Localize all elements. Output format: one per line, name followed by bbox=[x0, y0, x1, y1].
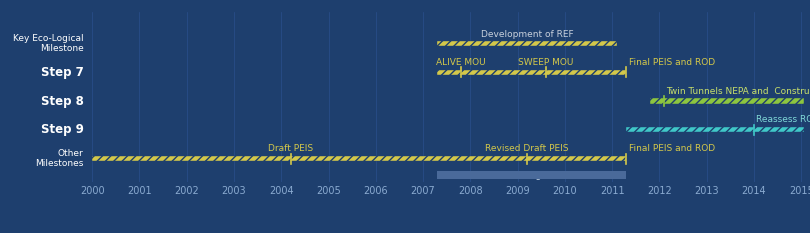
FancyBboxPatch shape bbox=[437, 171, 626, 179]
Text: Final PEIS and ROD: Final PEIS and ROD bbox=[629, 58, 714, 67]
Bar bbox=[650, 98, 804, 104]
Bar bbox=[92, 156, 626, 161]
Text: FHWA Eco-Logical Grant: FHWA Eco-Logical Grant bbox=[477, 171, 586, 180]
Bar bbox=[437, 70, 626, 75]
Text: Development of REF: Development of REF bbox=[480, 30, 573, 39]
Text: Step 7: Step 7 bbox=[40, 66, 83, 79]
Text: Step 8: Step 8 bbox=[40, 95, 83, 107]
Text: Other
Milestones: Other Milestones bbox=[36, 149, 83, 168]
Text: Step 9: Step 9 bbox=[40, 123, 83, 136]
Text: Revised Draft PEIS: Revised Draft PEIS bbox=[485, 144, 569, 153]
Text: Twin Tunnels NEPA and  Construction: Twin Tunnels NEPA and Construction bbox=[667, 86, 810, 96]
Text: SWEEP MOU: SWEEP MOU bbox=[518, 58, 573, 67]
Bar bbox=[437, 41, 617, 46]
Text: Draft PEIS: Draft PEIS bbox=[268, 144, 313, 153]
Bar bbox=[626, 127, 804, 132]
Text: Reassess ROD: Reassess ROD bbox=[757, 115, 810, 124]
Text: Final PEIS and ROD: Final PEIS and ROD bbox=[629, 144, 714, 153]
Text: Key Eco-Logical
Milestone: Key Eco-Logical Milestone bbox=[13, 34, 83, 53]
Text: ALIVE MOU: ALIVE MOU bbox=[436, 58, 486, 67]
